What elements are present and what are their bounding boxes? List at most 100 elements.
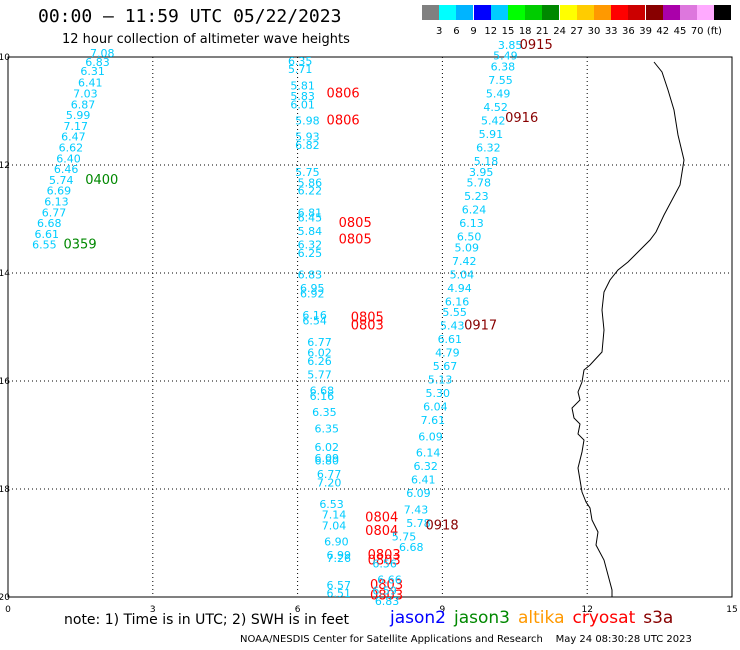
wave-height-label: 6.46 <box>54 163 79 176</box>
wave-height-label: 6.87 <box>71 98 96 111</box>
x-tick-label: 9 <box>440 605 446 615</box>
pass-time-label: 0804 <box>365 524 398 539</box>
wave-height-label: 5.75 <box>295 166 320 179</box>
wave-height-label: 6.25 <box>298 247 323 260</box>
wave-height-label: 6.68 <box>399 541 424 554</box>
wave-height-label: 6.41 <box>411 474 436 487</box>
pass-time-label: 0805 <box>339 216 372 231</box>
scale-swatch <box>490 5 508 20</box>
wave-height-label: 7.42 <box>452 255 477 268</box>
x-tick-label: 12 <box>581 605 592 615</box>
chart-subtitle: 12 hour collection of altimeter wave hei… <box>62 32 350 47</box>
wave-height-label: 6.01 <box>290 98 315 111</box>
wave-height-label: 4.79 <box>435 347 460 360</box>
wave-height-label: 6.92 <box>300 287 325 300</box>
scale-swatch <box>542 5 560 20</box>
wave-height-label: 6.16 <box>302 309 327 322</box>
wave-height-label: 6.16 <box>310 390 335 403</box>
legend-item-jason3: jason3 <box>454 608 510 628</box>
scale-swatch <box>645 5 663 20</box>
scale-swatch <box>473 5 491 20</box>
wave-height-label: 5.83 <box>290 90 315 103</box>
scale-label: 42 <box>656 26 670 37</box>
x-tick-label: 6 <box>295 605 301 615</box>
scale-label: 39 <box>639 26 652 37</box>
wave-height-label: 7.17 <box>64 120 89 133</box>
wave-height-label: 3.95 <box>469 166 494 179</box>
y-tick-label: -12 <box>0 161 10 171</box>
scale-label: 21 <box>536 26 549 37</box>
pass-time-label: 0806 <box>327 87 360 102</box>
wave-height-label: 6.02 <box>314 441 339 454</box>
wave-height-label: 5.49 <box>486 88 511 101</box>
wave-height-label: 6.90 <box>324 536 349 549</box>
scale-label: 27 <box>570 26 584 37</box>
legend-item-jason2: jason2 <box>390 608 446 628</box>
wave-height-label: 5.74 <box>49 174 74 187</box>
wave-height-label: 5.67 <box>433 360 458 373</box>
legend-item-cryosat: cryosat <box>572 608 636 628</box>
wave-height-label: 6.35 <box>312 406 337 419</box>
scale-label: 18 <box>518 26 532 37</box>
x-tick-label: 3 <box>150 605 156 615</box>
wave-height-label: 6.66 <box>377 574 402 587</box>
wave-height-label: 7.08 <box>90 47 115 60</box>
wave-height-label: 6.82 <box>295 139 320 152</box>
wave-height-label: 6.35 <box>288 55 313 68</box>
legend-item-altika: altika <box>518 608 565 628</box>
pass-time-label: 0806 <box>327 114 360 129</box>
y-tick-label: -10 <box>0 53 10 63</box>
wave-height-label: 5.71 <box>288 63 313 76</box>
scale-label: 45 <box>673 26 687 37</box>
wave-height-label: 5.98 <box>295 115 320 128</box>
wave-height-label: 6.14 <box>416 447 441 460</box>
wave-height-label: 7.03 <box>73 88 98 101</box>
wave-height-label: 7.61 <box>421 414 446 427</box>
wave-height-label: 6.55 <box>32 239 57 252</box>
wave-height-label: 5.43 <box>440 320 465 333</box>
scale-swatch <box>594 5 611 20</box>
wave-height-label: 5.49 <box>493 50 517 63</box>
wave-height-label: 5.81 <box>290 79 315 92</box>
wave-height-label: 6.31 <box>80 65 105 78</box>
wave-height-label: 6.77 <box>307 336 332 349</box>
note-text: note: 1) Time is in UTC; 2) SWH is in fe… <box>64 612 350 628</box>
wave-height-label: 6.09 <box>406 487 431 500</box>
wave-height-label: 6.51 <box>327 587 352 600</box>
pass-time-label: 0803 <box>351 319 384 334</box>
scale-swatch <box>439 5 457 20</box>
wave-height-label: 6.32 <box>298 239 323 252</box>
scale-swatch <box>422 5 439 20</box>
wave-height-label: 6.45 <box>298 212 323 225</box>
wave-height-label: 6.59 <box>372 584 397 597</box>
scale-label: 9 <box>470 26 477 37</box>
scale-label: 12 <box>484 26 498 37</box>
pass-time-label: 0803 <box>370 578 403 593</box>
scale-label: (ft) <box>706 26 722 37</box>
wave-height-label: 6.35 <box>314 422 339 435</box>
scale-label: 30 <box>587 26 601 37</box>
wave-height-label: 5.99 <box>66 109 91 122</box>
wave-height-label: 6.57 <box>327 579 352 592</box>
wave-height-label: 6.81 <box>298 206 323 219</box>
pass-time-label: 0803 <box>370 589 403 604</box>
wave-height-label: 6.83 <box>375 595 400 608</box>
wave-height-label: 5.78 <box>406 517 431 530</box>
wave-height-label: 5.18 <box>474 155 499 168</box>
plot-frame <box>7 56 733 598</box>
wave-height-label: 6.09 <box>314 452 339 465</box>
wave-height-label: 5.30 <box>426 387 451 400</box>
wave-height-label: 6.16 <box>445 295 470 308</box>
wave-height-label: 7.26 <box>327 552 352 565</box>
wave-height-label: 6.24 <box>462 204 487 217</box>
satellite-legend: jason2 jason3 altika cryosat s3a <box>390 608 681 628</box>
wave-height-label: 5.86 <box>298 177 323 190</box>
wave-height-label: 6.40 <box>56 152 80 165</box>
scale-label: 33 <box>604 26 618 37</box>
wave-height-label: 6.77 <box>317 468 342 481</box>
scale-swatch <box>680 5 697 20</box>
wave-height-label: 5.91 <box>479 128 504 141</box>
scale-label: 6 <box>453 26 460 37</box>
scale-swatch <box>576 5 594 20</box>
wave-height-label: 6.80 <box>314 455 339 468</box>
